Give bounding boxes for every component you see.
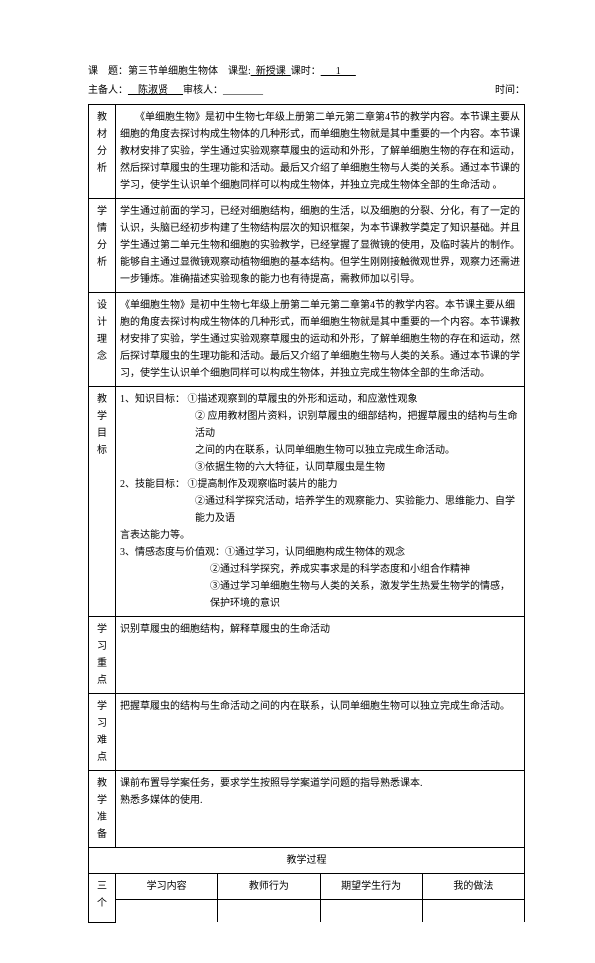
content-material: 《单细胞生物》是初中生物七年级上册第二单元第二章第4节的教学内容。本节课主要从细… bbox=[116, 105, 525, 199]
header-line-2: 主备人：__陈淑贤___审核人：________ 时间： bbox=[88, 83, 525, 98]
row-key-points: 学习重点 识别草履虫的细胞结构，解释草履虫的生命活动 bbox=[89, 617, 525, 694]
col-my: 我的做法 bbox=[422, 874, 524, 900]
goal-2-2: ②通过科学探究活动，培养学生的观察能力、实验能力、思维能力、自学能力及语 bbox=[120, 493, 520, 527]
cell-empty-2 bbox=[218, 900, 320, 923]
row-process-title: 教学过程 bbox=[89, 848, 525, 874]
cell-empty-3 bbox=[320, 900, 422, 923]
label-key: 学习重点 bbox=[89, 617, 116, 694]
content-difficult: 把握草履虫的结构与生命活动之间的内在联系，认同单细胞生物可以独立完成生命活动。 bbox=[116, 694, 525, 771]
goal-2-3: 言表达能力等。 bbox=[120, 527, 520, 544]
content-goals: 1、知识目标： ①描述观察到的草履虫的外形和运动，和应激性观象 ② 应用教材图片… bbox=[116, 387, 525, 617]
label-difficult: 学习难点 bbox=[89, 694, 116, 771]
goal-3-1: 3、情感态度与价值观：①通过学习，认同细胞构成生物体的观念 bbox=[120, 544, 520, 561]
content-prep: 课前布置导学案任务，要求学生按照导学案道学问题的指导熟悉课本. 熟悉多媒体的使用… bbox=[116, 771, 525, 848]
reviewer-label: 审核人： bbox=[183, 85, 223, 96]
goal-3-3: ③通过学习单细胞生物与人类的关系，激发学生热爱生物学的情感， bbox=[120, 578, 520, 595]
reviewer-value: ________ bbox=[223, 85, 263, 96]
goal-1-4: ③依据生物的六大特征，认同草履虫是生物 bbox=[120, 459, 520, 476]
row-teaching-goals: 教学目标 1、知识目标： ①描述观察到的草履虫的外形和运动，和应激性观象 ② 应… bbox=[89, 387, 525, 617]
row-design-concept: 设计理念 《单细胞生物》是初中生物七年级上册第二单元第二章第4节的教学内容。本节… bbox=[89, 293, 525, 387]
header-left: 主备人：__陈淑贤___审核人：________ bbox=[88, 83, 263, 98]
title-prefix: 课 题：第三节单细胞生物体 课型: bbox=[88, 66, 251, 77]
goal-1-2: ② 应用教材图片资料，识别草履虫的细部结构，把握草履虫的结构与生命活动 bbox=[120, 408, 520, 442]
course-type: _新授课_ bbox=[251, 66, 291, 77]
label-student: 学情分析 bbox=[89, 199, 116, 293]
col-student: 期望学生行为 bbox=[320, 874, 422, 900]
goal-1-3: 之间的内在联系，认同单细胞生物可以独立完成生命活动。 bbox=[120, 442, 520, 459]
goal-3-4: 保护环境的意识 bbox=[120, 595, 520, 612]
header-line-1: 课 题：第三节单细胞生物体 课型:_新授课_课时：___1___ bbox=[88, 64, 525, 79]
row-preparation: 教学准备 课前布置导学案任务，要求学生按照导学案道学问题的指导熟悉课本. 熟悉多… bbox=[89, 771, 525, 848]
row-process-header: 三个 学习内容 教师行为 期望学生行为 我的做法 bbox=[89, 874, 525, 900]
period-value: ___1___ bbox=[321, 66, 356, 77]
label-design: 设计理念 bbox=[89, 293, 116, 387]
prep-1: 课前布置导学案任务，要求学生按照导学案道学问题的指导熟悉课本. bbox=[120, 775, 520, 792]
goal-3-2: ②通过科学探究，养成实事求是的科学态度和小组合作精神 bbox=[120, 561, 520, 578]
content-design: 《单细胞生物》是初中生物七年级上册第二单元第二章第4节的教学内容。本节课主要从细… bbox=[116, 293, 525, 387]
period-label: 课时： bbox=[291, 66, 321, 77]
label-process: 三个 bbox=[89, 874, 116, 923]
row-material-analysis: 教材分析 《单细胞生物》是初中生物七年级上册第二单元第二章第4节的教学内容。本节… bbox=[89, 105, 525, 199]
process-title: 教学过程 bbox=[89, 848, 525, 874]
cell-empty-4 bbox=[422, 900, 524, 923]
goal-1-1: 1、知识目标： ①描述观察到的草履虫的外形和运动，和应激性观象 bbox=[120, 391, 520, 408]
content-student: 学生通过前面的学习，已经对细胞结构，细胞的生活，以及细胞的分裂、分化，有了一定的… bbox=[116, 199, 525, 293]
col-content: 学习内容 bbox=[116, 874, 218, 900]
goal-2-1: 2、技能目标： ①提高制作及观察临时装片的能力 bbox=[120, 476, 520, 493]
time-label: 时间： bbox=[495, 83, 525, 98]
row-student-analysis: 学情分析 学生通过前面的学习，已经对细胞结构，细胞的生活，以及细胞的分裂、分化，… bbox=[89, 199, 525, 293]
prep-2: 熟悉多媒体的使用. bbox=[120, 792, 520, 809]
content-key: 识别草履虫的细胞结构，解释草履虫的生命活动 bbox=[116, 617, 525, 694]
col-teacher: 教师行为 bbox=[218, 874, 320, 900]
cell-empty-1 bbox=[116, 900, 218, 923]
author-label: 主备人： bbox=[88, 85, 128, 96]
row-difficult-points: 学习难点 把握草履虫的结构与生命活动之间的内在联系，认同单细胞生物可以独立完成生… bbox=[89, 694, 525, 771]
label-goals: 教学目标 bbox=[89, 387, 116, 617]
author-value: __陈淑贤___ bbox=[128, 85, 183, 96]
row-process-empty bbox=[89, 900, 525, 923]
lesson-plan-table: 教材分析 《单细胞生物》是初中生物七年级上册第二单元第二章第4节的教学内容。本节… bbox=[88, 104, 525, 923]
label-material: 教材分析 bbox=[89, 105, 116, 199]
label-prep: 教学准备 bbox=[89, 771, 116, 848]
